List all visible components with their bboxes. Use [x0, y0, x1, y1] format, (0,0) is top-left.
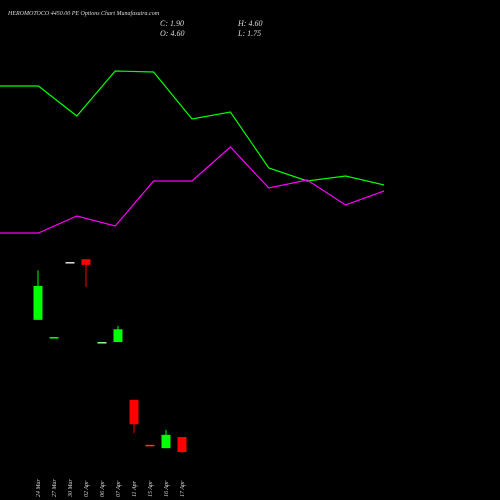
x-tick-label: 15 Apr	[148, 480, 154, 497]
line-series	[0, 146, 385, 234]
candle-body	[177, 437, 187, 453]
candle-body	[145, 444, 155, 447]
x-tick-label: 17 Apr	[180, 480, 186, 497]
info-high: H: 4.60	[237, 19, 262, 28]
candle-body	[97, 342, 107, 344]
candle-body	[161, 434, 171, 449]
x-tick-label: 24 Mar	[35, 479, 42, 497]
info-low: L: 1.75	[237, 29, 261, 38]
x-tick-label: 02 Apr	[84, 480, 90, 497]
x-tick-label: 16 Apr	[164, 480, 170, 497]
x-tick-label: 06 Apr	[100, 480, 106, 497]
line-series	[0, 70, 385, 186]
x-tick-label: 30 Mar	[68, 479, 74, 498]
x-tick-label: 11 Apr	[132, 480, 138, 497]
candle-body	[49, 337, 59, 339]
candle-body	[65, 262, 75, 264]
candle-body	[129, 399, 139, 425]
info-open: O: 4.60	[160, 29, 184, 38]
info-close: C: 1.90	[160, 19, 184, 28]
x-tick-label: 07 Apr	[116, 480, 122, 497]
candle-body	[81, 259, 91, 265]
candle-body	[113, 329, 123, 343]
chart-title: HEROMOTOCO 4450.00 PE Options Chart Muna…	[7, 10, 160, 17]
candle-body	[33, 285, 43, 320]
x-tick-label: 27 Mar	[52, 479, 58, 497]
